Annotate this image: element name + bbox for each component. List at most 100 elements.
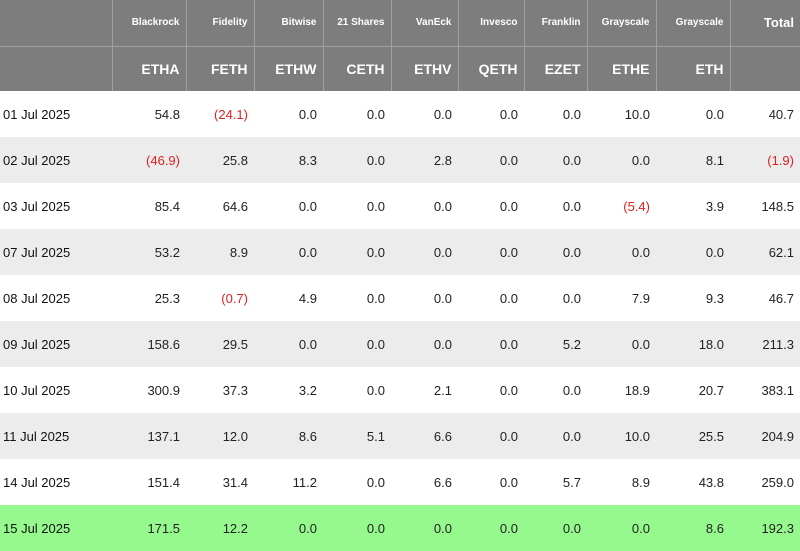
total-cell: 259.0 bbox=[730, 459, 800, 505]
ticker-header-cell: EZET bbox=[523, 46, 587, 91]
flow-value-cell: 43.8 bbox=[656, 459, 730, 505]
date-cell: 11 Jul 2025 bbox=[0, 413, 112, 459]
flow-value-cell: 0.0 bbox=[587, 137, 656, 183]
flow-value-cell: 12.2 bbox=[186, 505, 254, 551]
flow-value-cell: 10.0 bbox=[587, 91, 656, 137]
total-header-cell: Total bbox=[729, 0, 800, 47]
flow-value-cell: 53.2 bbox=[112, 229, 186, 275]
flow-value-cell: 5.2 bbox=[524, 321, 587, 367]
table-row-highlighted: 15 Jul 2025 171.5 12.2 0.0 0.0 0.0 0.0 0.0 0.0 8.… bbox=[0, 505, 800, 551]
table-row: 02 Jul 2025 (46.9) 25.8 8.3 0.0 2.8 0.0 0.0 0.0 8… bbox=[0, 137, 800, 183]
flow-value-cell: 0.0 bbox=[524, 137, 587, 183]
issuer-header-cell: VanEck bbox=[390, 0, 458, 47]
flow-value-cell: 6.6 bbox=[391, 413, 458, 459]
total-cell: 46.7 bbox=[730, 275, 800, 321]
table-row: 10 Jul 2025 300.9 37.3 3.2 0.0 2.1 0.0 0.0 18.9 2… bbox=[0, 367, 800, 413]
flow-value-cell: 0.0 bbox=[458, 229, 524, 275]
flow-value-cell: 9.3 bbox=[656, 275, 730, 321]
flow-value-cell: 85.4 bbox=[112, 183, 186, 229]
table-row: 01 Jul 2025 54.8 (24.1) 0.0 0.0 0.0 0.0 0.0 10.0… bbox=[0, 91, 800, 137]
total-cell: (1.9) bbox=[730, 137, 800, 183]
flow-value-cell: (24.1) bbox=[186, 91, 254, 137]
flow-value-cell: 0.0 bbox=[524, 229, 587, 275]
issuer-header-cell: Bitwise bbox=[253, 0, 323, 47]
ticker-header-cell: ETHV bbox=[390, 46, 458, 91]
issuer-header-cell: Invesco bbox=[457, 0, 524, 47]
flow-value-cell: 0.0 bbox=[587, 505, 656, 551]
date-cell: 07 Jul 2025 bbox=[0, 229, 112, 275]
flow-value-cell: 0.0 bbox=[656, 91, 730, 137]
flow-value-cell: (46.9) bbox=[112, 137, 186, 183]
issuer-header-cell: 21 Shares bbox=[322, 0, 391, 47]
flow-value-cell: 20.7 bbox=[656, 367, 730, 413]
total-cell: 192.3 bbox=[730, 505, 800, 551]
flow-value-cell: 8.9 bbox=[186, 229, 254, 275]
table-body: 01 Jul 2025 54.8 (24.1) 0.0 0.0 0.0 0.0 0.0 10.0… bbox=[0, 91, 800, 551]
flow-value-cell: 0.0 bbox=[323, 183, 391, 229]
flow-value-cell: 0.0 bbox=[458, 321, 524, 367]
flow-value-cell: 18.0 bbox=[656, 321, 730, 367]
flow-value-cell: 8.9 bbox=[587, 459, 656, 505]
flow-value-cell: 137.1 bbox=[112, 413, 186, 459]
total-cell: 62.1 bbox=[730, 229, 800, 275]
flow-value-cell: 8.3 bbox=[254, 137, 323, 183]
flow-value-cell: (5.4) bbox=[587, 183, 656, 229]
flow-value-cell: 37.3 bbox=[186, 367, 254, 413]
date-cell: 14 Jul 2025 bbox=[0, 459, 112, 505]
flow-value-cell: 0.0 bbox=[391, 321, 458, 367]
flow-value-cell: 0.0 bbox=[254, 183, 323, 229]
issuer-header-cell: Franklin bbox=[523, 0, 587, 47]
flow-value-cell: 0.0 bbox=[524, 183, 587, 229]
flow-value-cell: 158.6 bbox=[112, 321, 186, 367]
flow-value-cell: 11.2 bbox=[254, 459, 323, 505]
flow-value-cell: 0.0 bbox=[323, 321, 391, 367]
flow-value-cell: 0.0 bbox=[323, 459, 391, 505]
flow-value-cell: 0.0 bbox=[254, 229, 323, 275]
flow-value-cell: 0.0 bbox=[458, 505, 524, 551]
flow-value-cell: 0.0 bbox=[391, 91, 458, 137]
ticker-header-cell: ETHW bbox=[253, 46, 323, 91]
table-row: 09 Jul 2025 158.6 29.5 0.0 0.0 0.0 0.0 5.2 0.0 18… bbox=[0, 321, 800, 367]
ticker-header-cell: ETH bbox=[655, 46, 730, 91]
table-row: 03 Jul 2025 85.4 64.6 0.0 0.0 0.0 0.0 0.0 (5.4) 3… bbox=[0, 183, 800, 229]
flow-value-cell: 0.0 bbox=[391, 229, 458, 275]
flow-value-cell: 0.0 bbox=[458, 91, 524, 137]
flow-value-cell: 0.0 bbox=[323, 367, 391, 413]
total-cell: 148.5 bbox=[730, 183, 800, 229]
flow-value-cell: 0.0 bbox=[458, 459, 524, 505]
date-cell: 09 Jul 2025 bbox=[0, 321, 112, 367]
total-cell: 204.9 bbox=[730, 413, 800, 459]
flow-value-cell: 171.5 bbox=[112, 505, 186, 551]
table-row: 11 Jul 2025 137.1 12.0 8.6 5.1 6.6 0.0 0.0 10.0 2… bbox=[0, 413, 800, 459]
date-cell: 02 Jul 2025 bbox=[0, 137, 112, 183]
issuer-header-cell: Fidelity bbox=[185, 0, 254, 47]
ticker-header-cell bbox=[0, 46, 112, 91]
flow-value-cell: 0.0 bbox=[391, 505, 458, 551]
flow-value-cell: 0.0 bbox=[323, 137, 391, 183]
flow-value-cell: 8.6 bbox=[254, 413, 323, 459]
flow-value-cell: 4.9 bbox=[254, 275, 323, 321]
date-cell: 10 Jul 2025 bbox=[0, 367, 112, 413]
flow-value-cell: 31.4 bbox=[186, 459, 254, 505]
flow-value-cell: 0.0 bbox=[458, 413, 524, 459]
flow-value-cell: 300.9 bbox=[112, 367, 186, 413]
flow-value-cell: 29.5 bbox=[186, 321, 254, 367]
flow-value-cell: 64.6 bbox=[186, 183, 254, 229]
flow-value-cell: 0.0 bbox=[323, 505, 391, 551]
flow-value-cell: 25.3 bbox=[112, 275, 186, 321]
flow-value-cell: 54.8 bbox=[112, 91, 186, 137]
flow-value-cell: 6.6 bbox=[391, 459, 458, 505]
flow-value-cell: 0.0 bbox=[254, 91, 323, 137]
flow-value-cell: 0.0 bbox=[458, 137, 524, 183]
flow-value-cell: 0.0 bbox=[587, 229, 656, 275]
flow-value-cell: 0.0 bbox=[323, 275, 391, 321]
flow-value-cell: 2.8 bbox=[391, 137, 458, 183]
issuer-header-cell: Grayscale bbox=[586, 0, 656, 47]
ticker-header-cell: FETH bbox=[185, 46, 254, 91]
total-cell: 383.1 bbox=[730, 367, 800, 413]
flow-value-cell: 8.6 bbox=[656, 505, 730, 551]
ticker-header-cell: ETHA bbox=[111, 46, 186, 91]
flow-value-cell: 25.5 bbox=[656, 413, 730, 459]
flow-value-cell: 0.0 bbox=[391, 183, 458, 229]
